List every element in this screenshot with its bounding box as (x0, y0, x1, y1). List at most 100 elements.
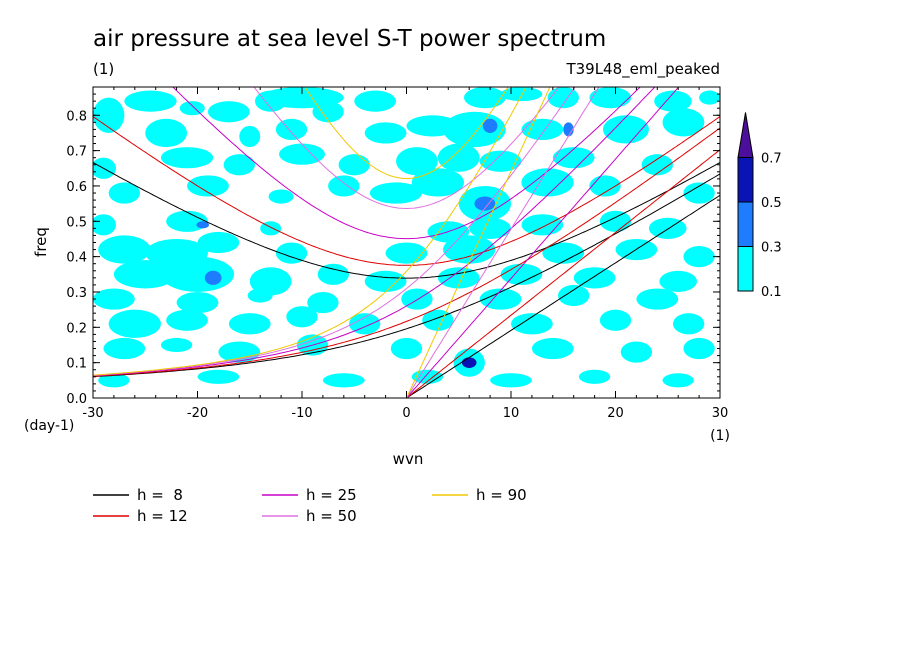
contour-blob-70 (437, 267, 480, 289)
contour-blob-52 (521, 214, 564, 236)
y-tick-label: 0.5 (66, 215, 87, 230)
contour-blob-12 (654, 90, 692, 112)
y-tick-label: 0.8 (66, 109, 87, 124)
curve-h50-mrg (93, 87, 576, 376)
legend-label-h12: h = 12 (137, 507, 188, 525)
y-tick-label: 0.7 (66, 145, 87, 160)
contour-blob-51 (469, 217, 511, 239)
contour-blob-21 (521, 118, 564, 141)
x-tick-label: 20 (607, 406, 624, 421)
x-tick-label: 10 (503, 406, 520, 421)
contour-blob-42 (474, 196, 496, 211)
contour-blob-33 (552, 147, 595, 169)
contour-blob-71 (500, 263, 543, 285)
x-tick-label: 30 (712, 406, 729, 421)
x-axis-label: wvn (393, 450, 424, 468)
x-tick-label: -20 (187, 406, 208, 421)
y-axis: 0.0 0.1 0.2 0.3 0.4 0.5 0.6 0.7 0.8 (66, 93, 720, 407)
contour-blob-17 (364, 122, 407, 144)
contour-blob-100 (683, 337, 715, 360)
legend-label-h90: h = 90 (476, 486, 527, 504)
colorbar-label: 0.3 (761, 241, 782, 256)
colorbar-segment-2 (737, 157, 754, 203)
contour-blob-91 (103, 337, 146, 360)
curve-h8-kelvin (406, 194, 720, 398)
contour-blob-46 (93, 214, 116, 236)
curve-h12-kelvin (406, 149, 720, 398)
contour-blob-28 (279, 143, 325, 165)
contour-blob-105 (490, 373, 532, 388)
contour-blob-73 (659, 270, 698, 292)
subtitle-right: T39L48_eml_peaked (565, 60, 720, 79)
contour-blob-106 (578, 369, 611, 384)
contour-blob-59 (385, 242, 428, 264)
contour-blob-63 (683, 246, 715, 268)
colorbar-segment-0 (737, 246, 754, 292)
contour-blob-20 (482, 118, 498, 133)
contour-blob-43 (521, 168, 574, 197)
contour-blob-103 (322, 373, 365, 388)
contour-blob-86 (349, 313, 381, 335)
y-axis-unit: (day-1) (24, 418, 74, 434)
contour-blob-47 (166, 210, 208, 232)
contour-blob-107 (662, 373, 694, 388)
contour-blob-101 (98, 373, 130, 388)
x-tick-label: -10 (291, 406, 312, 421)
contour-blob-90 (672, 313, 705, 335)
subtitle-left: (1) (93, 60, 114, 78)
contour-blob-48 (196, 221, 209, 229)
contour-blob-77 (307, 291, 339, 314)
contour-blob-24 (662, 108, 705, 137)
contour-blob-29 (338, 154, 370, 176)
x-axis: -30 -20 -10 0 10 20 30 (82, 87, 728, 421)
contour-blob-30 (396, 147, 438, 176)
contour-blob-104 (411, 369, 444, 384)
contour-blob-60 (443, 235, 496, 264)
contour-blob-10 (547, 87, 579, 109)
chart-title: air pressure at sea level S-T power spec… (93, 26, 606, 52)
contour-blob-14 (145, 118, 188, 148)
contour-blob-75 (176, 291, 219, 314)
curve-h90-mrg (93, 87, 527, 376)
curve-h25-mrg (93, 87, 656, 377)
contour-blob-98 (531, 337, 574, 360)
colorbar-label: 0.7 (761, 152, 782, 167)
curve-h8-ig1 (93, 161, 720, 279)
contour-blob-31 (437, 143, 480, 172)
contour-blob-7 (354, 90, 397, 112)
contour-blob-34 (641, 154, 673, 176)
x-tick-label: -30 (82, 406, 103, 421)
curve-h90-kelvin (406, 87, 551, 398)
contour-blob-38 (328, 175, 360, 197)
contour-blob-82 (108, 309, 161, 338)
contour-blob-13 (699, 90, 720, 105)
y-tick-label: 0.6 (66, 180, 87, 195)
contour-blob-88 (511, 313, 553, 335)
x-tick-label: 0 (402, 406, 410, 421)
legend-label-h50: h = 50 (306, 507, 357, 525)
contour-blob-81 (636, 288, 679, 310)
contour-blob-74 (93, 288, 135, 310)
y-tick-label: 0.4 (66, 251, 87, 266)
contour-fill-layer (93, 87, 720, 388)
contour-blob-89 (599, 309, 632, 331)
curve-h90-ig1 (304, 87, 509, 180)
curve-h8-mrg (93, 173, 720, 378)
curve-h25-ig1 (172, 87, 641, 240)
curve-h50-ig1 (253, 87, 560, 210)
x-axis-unit: (1) (710, 428, 730, 444)
curve-h12-ig1 (93, 115, 720, 266)
contour-blob-16 (275, 118, 308, 141)
contour-blob-68 (317, 263, 350, 285)
contour-blob-3 (207, 101, 250, 123)
contour-blob-6 (312, 101, 344, 123)
contour-blob-53 (599, 210, 632, 232)
contour-blob-37 (268, 189, 294, 204)
contour-blob-32 (479, 150, 522, 172)
colorbar-extend-arrow (737, 112, 754, 158)
contour-blob-8 (463, 87, 506, 109)
y-axis-label: freq (32, 227, 50, 257)
contour-blob-15 (239, 125, 261, 148)
curve-h25-kelvin (406, 87, 680, 398)
